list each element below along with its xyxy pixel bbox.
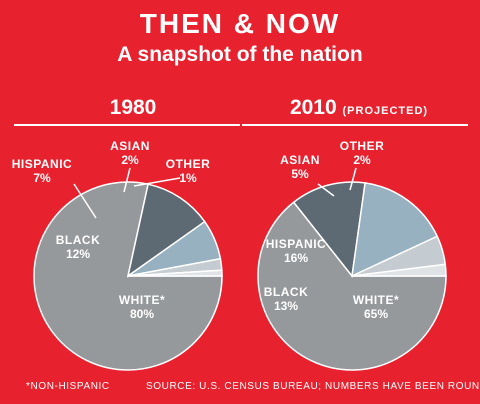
pie-slice-other-2010	[351, 263, 447, 277]
slice-value-black-1980: 12%	[66, 247, 90, 261]
slice-value-hispanic-1980: 7%	[33, 171, 51, 185]
slice-label-other-1980: OTHER	[166, 157, 211, 171]
slice-label-white-1980: WHITE*	[119, 293, 165, 307]
pie-slice-black-2010	[292, 181, 366, 278]
leader-line-asian-2010	[317, 183, 335, 197]
slice-value-white-1980: 80%	[130, 307, 154, 321]
slice-value-white-2010: 65%	[364, 307, 388, 321]
slice-value-other-2010: 2%	[353, 153, 371, 167]
page-subtitle: A snapshot of the nation	[117, 43, 363, 66]
slice-label-asian-1980: ASIAN	[110, 139, 150, 153]
slice-value-hispanic-2010: 16%	[284, 251, 308, 265]
slice-label-other-2010: OTHER	[340, 139, 385, 153]
divider-1980	[14, 124, 240, 126]
slice-label-black-2010: BLACK	[264, 285, 309, 299]
slice-value-asian-1980: 2%	[121, 153, 139, 167]
chart-title-2010: 2010 (PROJECTED)	[244, 96, 474, 120]
slice-value-asian-2010: 5%	[291, 167, 309, 181]
pie-slice-white-1980	[33, 181, 223, 371]
page-title: THEN & NOW	[139, 8, 341, 39]
pie-slice-black-1980	[126, 183, 206, 278]
slice-label-hispanic-2010: HISPANIC	[266, 237, 326, 251]
slice-value-other-1980: 1%	[179, 171, 197, 185]
divider-2010	[242, 124, 468, 126]
leader-line-other-1980	[133, 177, 181, 187]
pie-slice-hispanic-2010	[351, 182, 439, 278]
footnote: *NON-HISPANIC	[26, 381, 110, 392]
slice-label-black-1980: BLACK	[56, 233, 101, 247]
slice-value-black-2010: 13%	[274, 299, 298, 313]
pie-slice-white-2010	[257, 201, 447, 371]
slice-label-hispanic-1980: HISPANIC	[12, 157, 72, 171]
leader-line-hispanic-1980	[73, 183, 97, 219]
leader-line-other-2010	[349, 167, 357, 191]
slice-label-white-2010: WHITE*	[353, 293, 399, 307]
slice-label-asian-2010: ASIAN	[280, 153, 320, 167]
source-note: SOURCE: U.S. CENSUS BUREAU; NUMBERS HAVE…	[146, 381, 480, 392]
chart-title-1980-year: 1980	[109, 96, 157, 119]
chart-title-2010-year: 2010	[289, 96, 337, 119]
leader-line-asian-1980	[123, 167, 131, 193]
chart-title-2010-projected: (PROJECTED)	[342, 105, 429, 117]
pie-slice-other-1980	[127, 269, 223, 277]
chart-title-1980: 1980	[18, 96, 248, 120]
